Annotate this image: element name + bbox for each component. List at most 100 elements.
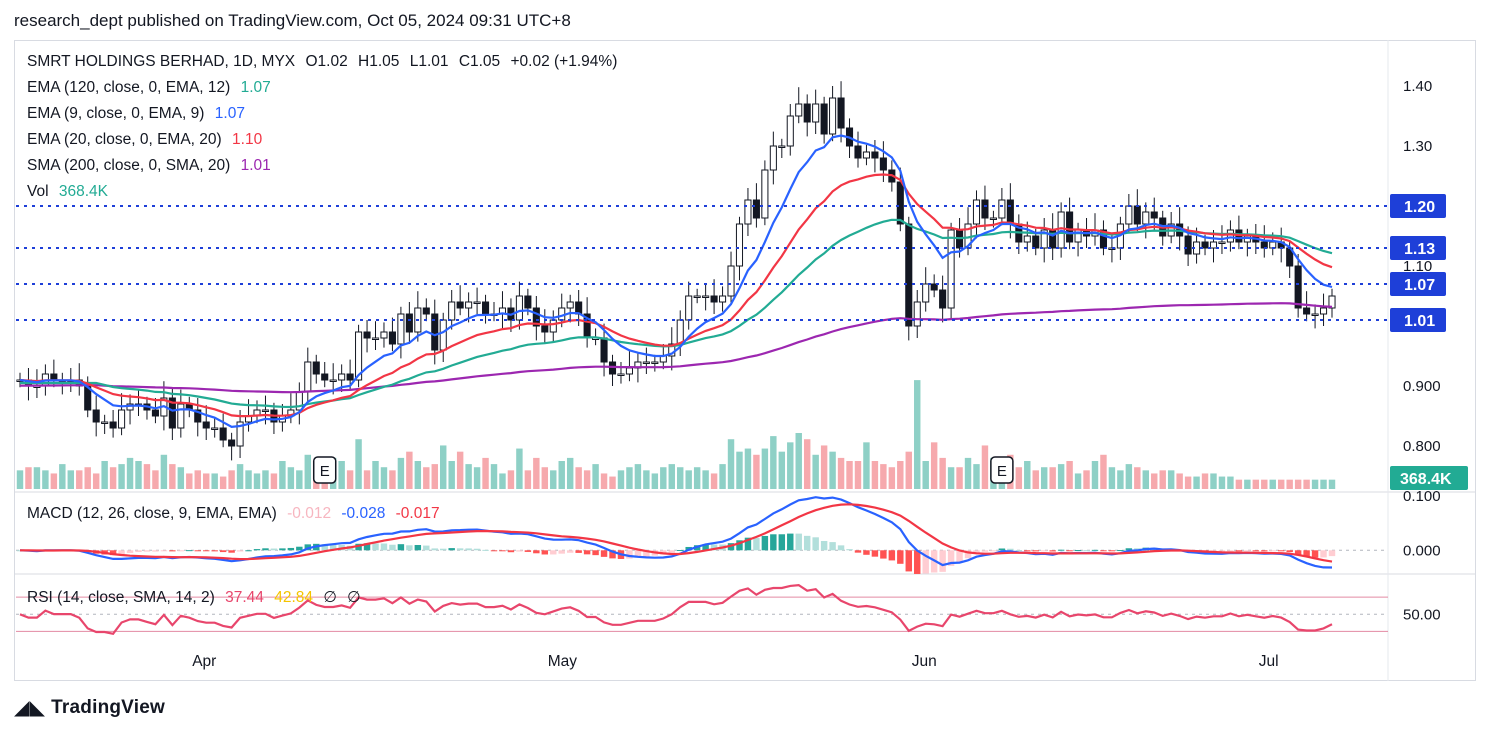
candle-body xyxy=(211,427,219,430)
candle-body xyxy=(735,223,744,267)
candle-body xyxy=(524,295,532,309)
macd-label: MACD (12, 26, close, 9, EMA, EMA) xyxy=(27,505,277,522)
candle-body xyxy=(549,319,557,333)
sma200-legend[interactable]: SMA (200, close, 0, SMA, 20) 1.01 xyxy=(27,157,277,175)
macd-histogram-bar xyxy=(245,550,252,552)
candle-body xyxy=(837,97,845,129)
macd-histogram-bar xyxy=(1294,550,1302,556)
candle-body xyxy=(388,331,396,345)
volume-bar xyxy=(956,467,963,489)
candle-body xyxy=(355,331,363,381)
macd-histogram-bar xyxy=(456,548,464,551)
volume-bar xyxy=(905,451,912,489)
macd-histogram-bar xyxy=(854,550,862,553)
volume-bar xyxy=(871,461,879,489)
candle-body xyxy=(473,301,481,304)
candle-body xyxy=(541,325,549,333)
published-caption: research_dept published on TradingView.c… xyxy=(14,11,571,30)
volume-bar xyxy=(253,473,261,489)
y-tick-label: 1.40 xyxy=(1403,78,1432,95)
rsi-legend[interactable]: RSI (14, close, SMA, 14, 2) 37.44 42.84 … xyxy=(27,588,367,607)
volume-bar xyxy=(1015,467,1023,489)
volume-bar xyxy=(727,439,735,489)
macd-histogram-bar xyxy=(126,550,134,553)
macd-histogram-bar xyxy=(372,543,379,551)
macd-legend[interactable]: MACD (12, 26, close, 9, EMA, EMA) -0.012… xyxy=(27,505,446,523)
tradingview-brand[interactable]: ◢◣ TradingView xyxy=(14,695,165,720)
ema9-legend[interactable]: EMA (9, close, 0, EMA, 9) 1.07 xyxy=(27,105,251,123)
candle-body xyxy=(321,373,329,381)
volume-bar xyxy=(617,470,625,489)
ema120-legend[interactable]: EMA (120, close, 0, EMA, 12) 1.07 xyxy=(27,79,277,97)
macd-histogram-bar xyxy=(1286,550,1293,553)
volume-bar xyxy=(236,464,244,489)
volume-bar xyxy=(414,461,422,489)
sma200-label: SMA (200, close, 0, SMA, 20) xyxy=(27,157,231,174)
macd-histogram-bar xyxy=(871,550,879,557)
volume-bar xyxy=(1269,479,1276,489)
macd-histogram-bar xyxy=(541,550,549,555)
symbol-name[interactable]: SMRT HOLDINGS BERHAD, 1D, MYX xyxy=(27,53,296,70)
macd-histogram-bar xyxy=(109,550,117,556)
macd-histogram-bar xyxy=(329,544,337,551)
volume-bar xyxy=(304,454,312,489)
candle-body xyxy=(92,409,100,423)
candle-body xyxy=(439,319,447,351)
ema20-legend[interactable]: EMA (20, close, 0, EMA, 20) 1.10 xyxy=(27,131,268,149)
macd-histogram-bar xyxy=(668,550,675,553)
volume-bar xyxy=(626,467,633,489)
macd-histogram-bar xyxy=(1091,549,1099,551)
volume-bar xyxy=(203,473,210,489)
macd-histogram-bar xyxy=(1320,550,1327,558)
candle-body xyxy=(1218,241,1226,244)
candle-body xyxy=(1023,235,1031,243)
volume-bar xyxy=(1125,464,1133,489)
candle-body xyxy=(304,361,312,393)
volume-bar xyxy=(897,461,904,489)
sma200-value: 1.01 xyxy=(240,157,271,174)
volume-bar xyxy=(1328,479,1336,489)
volume-bar xyxy=(1235,479,1243,489)
volume-bar xyxy=(363,470,371,489)
macd-histogram-bar xyxy=(685,546,692,551)
ema9-label: EMA (9, close, 0, EMA, 9) xyxy=(27,105,205,122)
price-level-tag xyxy=(1390,308,1446,332)
macd-histogram-bar xyxy=(1007,548,1014,551)
macd-histogram-bar xyxy=(550,550,557,555)
macd-histogram-bar xyxy=(440,548,447,551)
volume-bar xyxy=(228,470,235,489)
candle-body xyxy=(939,289,947,309)
volume-bar xyxy=(677,467,684,489)
rsi-div-1: ∅ xyxy=(323,589,337,606)
candle-body xyxy=(482,301,490,315)
volume-bar xyxy=(346,470,354,489)
rsi-value: 37.44 xyxy=(225,589,264,606)
candle-body xyxy=(456,301,464,309)
macd-histogram-bar xyxy=(1134,548,1141,551)
volume-bar xyxy=(1040,467,1048,489)
volume-bar xyxy=(1261,479,1268,489)
volume-bar xyxy=(406,451,413,489)
macd-histogram-bar xyxy=(998,548,1006,551)
macd-histogram-bar xyxy=(160,550,168,552)
ohlc-high: H1.05 xyxy=(358,53,400,70)
volume-value: 368.4K xyxy=(58,183,109,200)
macd-histogram-bar xyxy=(1277,550,1285,552)
volume-bar xyxy=(1167,470,1175,489)
symbol-legend: SMRT HOLDINGS BERHAD, 1D, MYX O1.02 H1.0… xyxy=(27,53,623,71)
volume-bar xyxy=(431,464,438,489)
y-tick-label: 0.800 xyxy=(1403,438,1441,455)
candle-body xyxy=(778,145,786,148)
volume-legend[interactable]: Vol 368.4K xyxy=(27,183,114,201)
volume-bar xyxy=(787,442,794,489)
macd-histogram-bar xyxy=(1244,550,1251,552)
price-level-label: 1.01 xyxy=(1404,313,1435,330)
volume-bar xyxy=(1159,470,1166,489)
volume-bar xyxy=(465,464,472,489)
volume-bar xyxy=(67,470,75,489)
volume-bar xyxy=(770,436,777,489)
volume-bar xyxy=(1091,461,1099,489)
volume-bar xyxy=(803,439,811,489)
volume-bar xyxy=(558,461,565,489)
